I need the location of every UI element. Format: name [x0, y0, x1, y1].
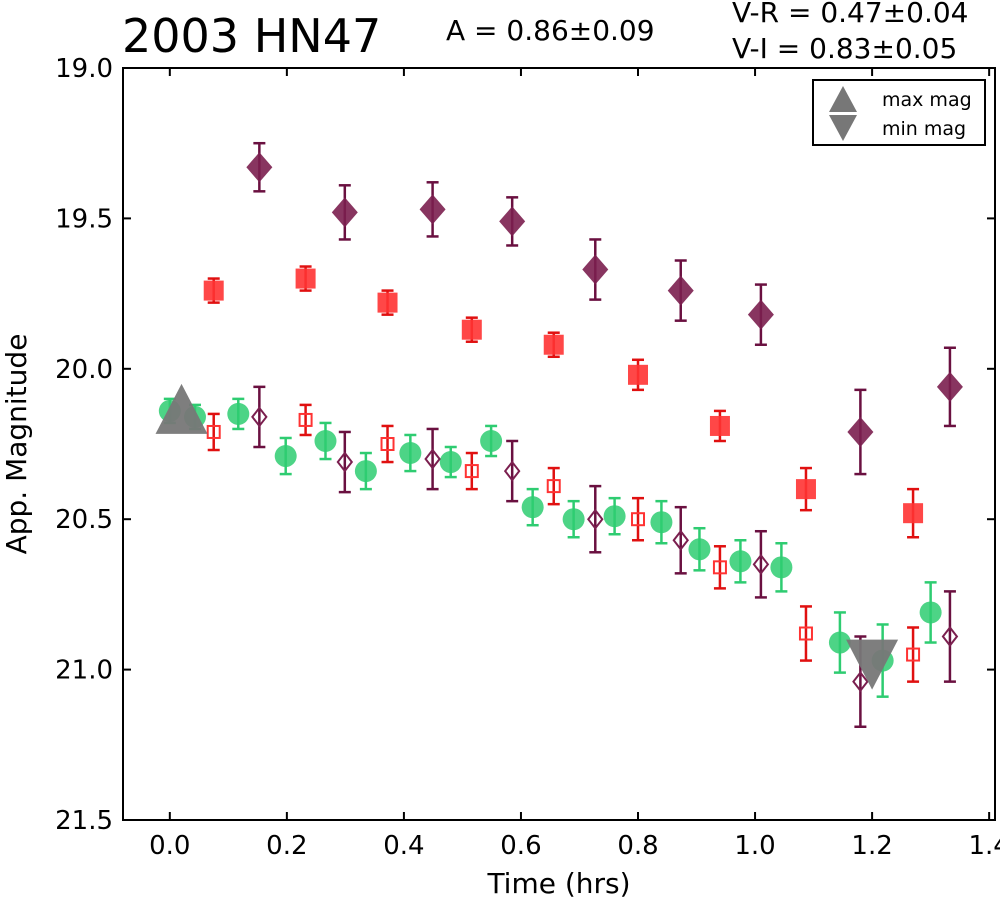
data-point-diamond [747, 299, 774, 330]
data-point-circle [729, 550, 752, 573]
data-point-diamond [847, 416, 874, 447]
data-point-diamond [331, 197, 358, 228]
data-point-circle [650, 511, 673, 534]
data-point-circle [439, 451, 462, 474]
data-point-square [295, 268, 316, 289]
data-point-triangle-down [846, 639, 899, 690]
data-point-diamond [251, 406, 268, 428]
legend-min-label: min mag [882, 118, 967, 140]
data-point-square [712, 560, 727, 575]
x-tick-label: 1.2 [851, 831, 892, 861]
data-point-circle [314, 429, 337, 452]
y-tick-label: 20.5 [55, 505, 113, 535]
v-minus-i-text: V-I = 0.83±0.05 [732, 32, 958, 65]
x-tick-label: 0.8 [617, 831, 658, 861]
data-point-diamond [852, 671, 869, 693]
data-point-diamond [582, 254, 609, 285]
data-point-diamond [419, 194, 446, 225]
data-point-circle [354, 460, 377, 483]
data-point-diamond [336, 451, 354, 473]
data-point-square [798, 626, 813, 641]
data-point-diamond [941, 625, 959, 648]
x-tick-label: 1.0 [734, 831, 775, 861]
data-point-square [709, 415, 730, 436]
data-point-diamond [587, 508, 604, 530]
data-point-square [203, 280, 224, 301]
data-point-square [377, 292, 398, 313]
data-point-circle [562, 508, 585, 531]
data-point-diamond [424, 448, 441, 470]
data-point-circle [227, 402, 250, 425]
data-point-circle [603, 505, 626, 528]
data-point-square [631, 512, 646, 527]
data-point-triangle-up [155, 383, 208, 434]
data-point-circle [274, 445, 297, 468]
v-minus-r-text: V-R = 0.47±0.04 [732, 0, 969, 29]
x-axis-label: Time (hrs) [486, 867, 630, 900]
data-point-square [906, 647, 921, 662]
data-point-diamond [936, 371, 963, 402]
x-tick-label: 0.6 [500, 831, 541, 861]
data-point-diamond [246, 152, 273, 183]
y-tick-label: 20.0 [55, 355, 113, 385]
data-point-diamond [667, 275, 694, 306]
data-point-square [903, 503, 924, 524]
data-point-diamond [499, 206, 526, 237]
y-axis-label: App. Magnitude [0, 334, 33, 555]
x-tick-label: 0.0 [149, 831, 190, 861]
min-mag-triangle-icon [829, 115, 857, 141]
data-point-circle [521, 496, 544, 519]
data-point-square [461, 319, 482, 340]
y-tick-label: 19.5 [55, 204, 113, 234]
y-tick-label: 19.0 [55, 54, 113, 84]
data-point-diamond [503, 460, 521, 482]
data-point-square [464, 464, 479, 479]
max-mag-triangle-icon [829, 86, 857, 112]
data-point-square [543, 334, 564, 355]
data-point-square [298, 412, 313, 427]
tick-layer: 0.0 0.2 0.4 0.6 0.8 1.0 1.2 1.4 19.0 19.5 20.0 20.5… [55, 54, 1000, 861]
legend-markers [829, 86, 857, 141]
data-point-square [628, 364, 649, 385]
data-point-circle [688, 538, 711, 561]
amplitude-text: A = 0.86±0.09 [446, 14, 655, 47]
x-tick-label: 0.4 [383, 831, 424, 861]
data-point-diamond [672, 529, 689, 551]
data-point-circle [828, 631, 851, 654]
y-tick-label: 21.0 [55, 656, 113, 686]
data-point-square [546, 479, 561, 494]
y-tick-label: 21.5 [55, 806, 113, 836]
data-point-circle [919, 601, 942, 624]
data-point-square [795, 479, 816, 500]
data-point-square [380, 437, 395, 451]
data-point-circle [770, 556, 793, 579]
legend-max-label: max mag [882, 89, 972, 111]
x-tick-label: 0.2 [266, 831, 307, 861]
plot-frame [122, 67, 996, 821]
data-point-square [206, 424, 221, 439]
object-title: 2003 HN47 [122, 9, 382, 63]
data-point-diamond [752, 553, 770, 575]
legend: max mag min mag [812, 79, 986, 146]
data-layer [155, 141, 963, 729]
data-point-circle [399, 442, 422, 465]
x-tick-label: 1.4 [968, 831, 1000, 861]
data-point-circle [480, 429, 503, 452]
